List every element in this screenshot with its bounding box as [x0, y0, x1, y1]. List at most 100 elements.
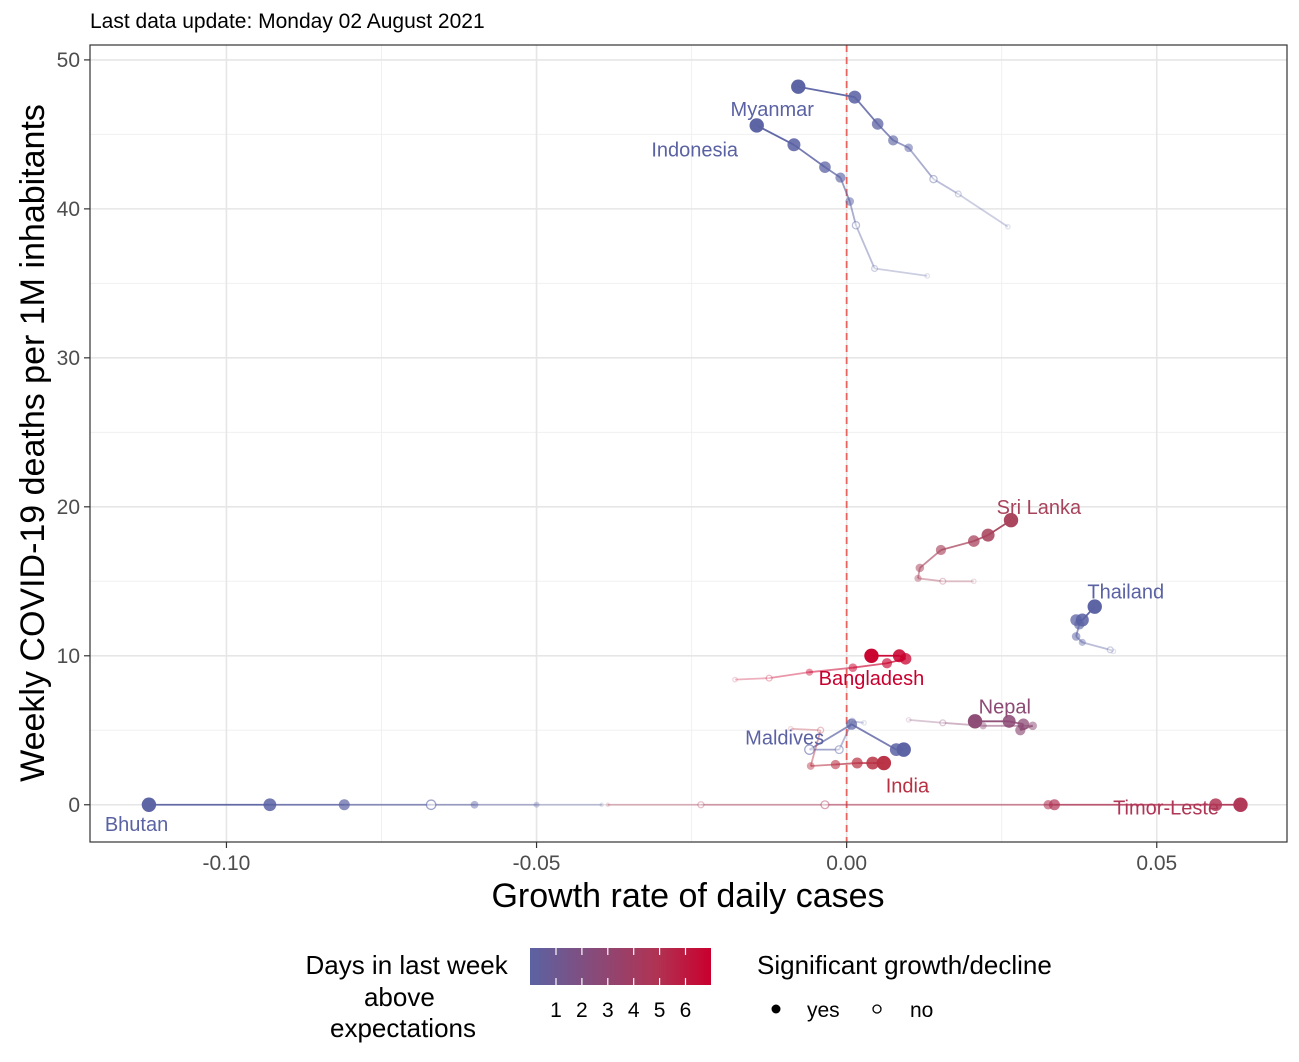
thailand-point — [1078, 638, 1086, 646]
timor-leste-point — [605, 802, 611, 807]
india-label: India — [886, 775, 930, 797]
timor-leste-label: Timor-Leste — [1113, 798, 1219, 820]
nepal-point — [1028, 721, 1038, 731]
thailand-trail-segment — [1109, 649, 1114, 653]
color-legend-title-line-1: Days in last week — [305, 950, 508, 980]
indonesia-point — [924, 273, 931, 279]
myanmar-point — [791, 79, 806, 94]
thailand-point — [1071, 632, 1081, 641]
plot-panel — [90, 45, 1287, 842]
thailand-point — [1087, 599, 1102, 614]
myanmar-point — [929, 174, 938, 184]
indonesia-trail-segment — [855, 224, 876, 269]
indonesia-point — [851, 221, 861, 230]
bhutan-label: Bhutan — [105, 814, 168, 836]
bangladesh-trail-segment — [809, 666, 853, 674]
indonesia-point — [787, 138, 801, 152]
maldives-point — [896, 742, 911, 757]
myanmar-point — [871, 118, 884, 130]
color-legend-tick-label: 2 — [576, 999, 588, 1022]
maldives-point — [846, 718, 858, 730]
color-legend-tick-label: 4 — [628, 999, 640, 1022]
myanmar-point — [904, 143, 913, 153]
y-tick-label: 10 — [57, 645, 80, 668]
myanmar-point — [888, 135, 899, 146]
nepal-trail-segment — [908, 718, 943, 724]
color-legend-title: Days in last week above expectations — [305, 950, 515, 1043]
nepal-point — [939, 719, 947, 727]
shape-legend-filled-marker — [771, 1004, 781, 1014]
maldives-point — [834, 745, 844, 755]
india-point — [787, 725, 794, 732]
bangladesh-point — [864, 648, 879, 663]
x-axis-title: Growth rate of daily cases — [491, 877, 884, 915]
sri-lanka-point — [1003, 513, 1019, 528]
india-trail-segment — [790, 727, 821, 732]
myanmar-point — [954, 190, 962, 198]
thailand-trail-segment — [1082, 641, 1111, 651]
maldives-label: Maldives — [745, 728, 824, 750]
nepal-label: Nepal — [979, 696, 1031, 718]
bangladesh-point — [765, 674, 773, 682]
x-tick-label: -0.05 — [513, 852, 561, 875]
color-legend-title-line-2: above — [364, 982, 435, 1012]
timor-leste-point — [1048, 799, 1060, 811]
bhutan-point — [470, 800, 479, 809]
bangladesh-point — [892, 649, 906, 663]
indonesia-point — [749, 118, 764, 133]
maldives-point — [861, 719, 867, 726]
color-legend-tick-label: 5 — [654, 999, 666, 1022]
bhutan-point — [599, 802, 604, 807]
y-axis-ticks: 0 10 20 30 40 50 — [57, 49, 90, 817]
thailand-label: Thailand — [1087, 582, 1164, 604]
subtitle: Last data update: Monday 02 August 2021 — [90, 10, 485, 33]
sri-lanka-point — [935, 544, 947, 556]
indonesia-point — [845, 197, 855, 206]
sri-lanka-point — [915, 563, 925, 573]
myanmar-trail-segment — [933, 178, 959, 195]
bangladesh-trail-segment — [734, 677, 770, 681]
y-tick-label: 50 — [57, 49, 80, 72]
bangladesh-label: Bangladesh — [819, 668, 925, 690]
shape-legend-title: Significant growth/decline — [757, 950, 1052, 980]
sri-lanka-point — [981, 528, 995, 542]
maldives-point — [804, 744, 815, 755]
timor-leste-point — [697, 801, 705, 809]
color-legend-tick-label: 3 — [602, 999, 614, 1022]
india-point — [806, 762, 815, 770]
indonesia-point — [871, 264, 879, 273]
y-tick-label: 30 — [57, 347, 80, 370]
shape-legend-open-marker — [872, 1004, 882, 1014]
x-tick-label: -0.10 — [203, 852, 251, 875]
x-axis-ticks: -0.10 -0.05 0.00 0.05 — [203, 842, 1177, 875]
timor-leste-point — [1209, 798, 1223, 812]
sri-lanka-point — [967, 535, 980, 547]
nepal-point — [1017, 718, 1030, 731]
india-point — [830, 759, 841, 770]
sri-lanka-point — [939, 577, 947, 585]
x-tick-label: 0.05 — [1136, 852, 1177, 875]
shape-legend: Significant growth/decline yes no — [757, 950, 1052, 1022]
points — [141, 79, 1248, 812]
bangladesh-point — [732, 676, 738, 683]
maldives-trail-segment — [808, 723, 853, 751]
thailand-point — [1110, 648, 1117, 655]
shape-legend-yes: yes — [807, 999, 840, 1022]
bhutan-point — [533, 801, 540, 808]
thailand-point — [1075, 613, 1089, 627]
y-tick-label: 0 — [68, 794, 80, 817]
indonesia-point — [835, 172, 846, 183]
bhutan-point — [263, 798, 277, 812]
bhutan-point — [338, 799, 350, 811]
y-tick-label: 20 — [57, 496, 80, 519]
sri-lanka-label: Sri Lanka — [997, 497, 1082, 519]
y-tick-label: 40 — [57, 198, 80, 221]
indonesia-point — [819, 161, 831, 173]
myanmar-trail-segment — [907, 147, 935, 180]
timor-leste-point — [820, 800, 830, 810]
sri-lanka-point — [970, 578, 977, 585]
myanmar-trail-segment — [957, 193, 1009, 228]
